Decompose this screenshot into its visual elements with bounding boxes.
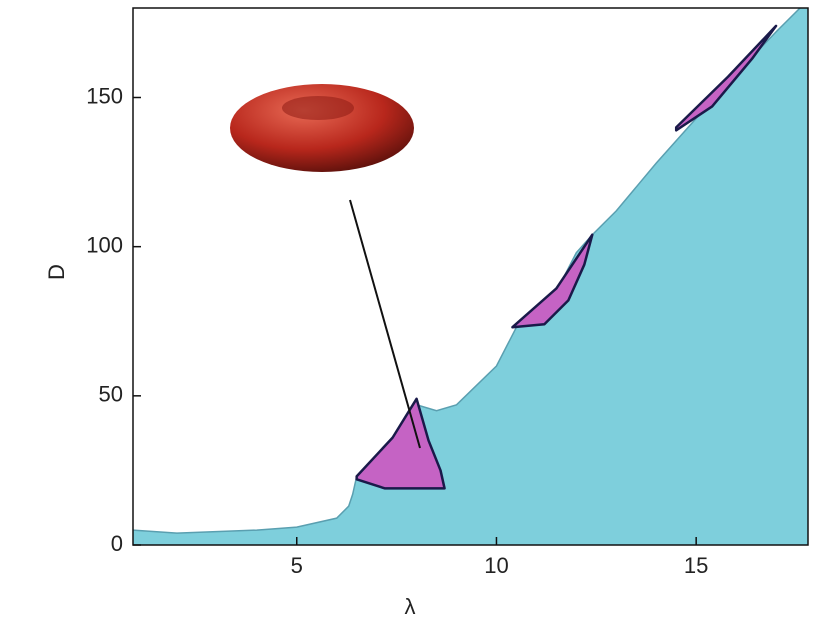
x-tick-label: 5 [291, 553, 303, 578]
x-axis-label: λ [405, 594, 416, 619]
y-tick-label: 100 [86, 232, 123, 257]
y-tick-label: 150 [86, 83, 123, 108]
y-tick-label: 50 [99, 382, 123, 407]
y-axis-label: D [44, 264, 69, 280]
y-tick-label: 0 [111, 531, 123, 556]
chart: λ D 51015050100150 [0, 0, 820, 622]
cell-illustration [230, 84, 414, 172]
x-tick-label: 10 [484, 553, 508, 578]
x-tick-label: 15 [684, 553, 708, 578]
